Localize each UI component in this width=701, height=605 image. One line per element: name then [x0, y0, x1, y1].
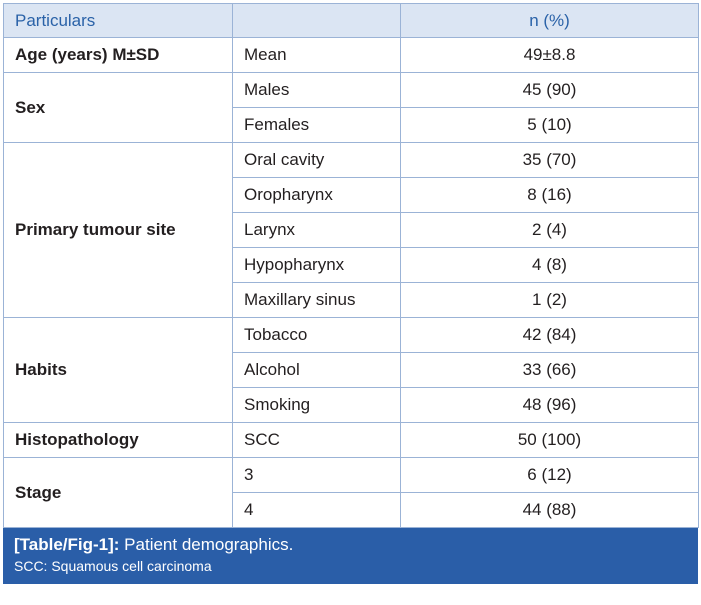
particular-sex: Sex	[3, 72, 233, 143]
value-cell: 50 (100)	[400, 422, 699, 458]
table-row: Maxillary sinus 1 (2)	[4, 282, 699, 318]
table-row: Histopathology SCC 50 (100)	[3, 422, 699, 458]
value-cell: 35 (70)	[400, 142, 699, 178]
subcategory-cell: Females	[232, 107, 401, 143]
demographics-table-figure: Particulars n (%) Age (years) M±SD Mean …	[3, 3, 699, 584]
table-row: Stage 3 6 (12)	[3, 457, 699, 528]
subcategory-cell: 3	[232, 457, 401, 493]
value-cell: 48 (96)	[400, 387, 699, 423]
header-particulars: Particulars	[3, 3, 233, 38]
table-row: Hypopharynx 4 (8)	[4, 247, 699, 283]
subcategory-cell: Mean	[232, 37, 401, 73]
table-row: Sex Males 45 (90)	[3, 72, 699, 143]
subcategory-cell: Maxillary sinus	[232, 282, 401, 318]
caption-footnote: SCC: Squamous cell carcinoma	[14, 558, 212, 574]
table-row: Larynx 2 (4)	[4, 212, 699, 248]
subcategory-cell: Males	[232, 72, 401, 108]
table-row: Females 5 (10)	[4, 107, 699, 143]
value-cell: 6 (12)	[400, 457, 699, 493]
table-caption: [Table/Fig-1]: Patient demographics. SCC…	[3, 528, 698, 584]
caption-title-line: [Table/Fig-1]: Patient demographics.	[14, 535, 687, 555]
subcategory-cell: Smoking	[232, 387, 401, 423]
value-cell: 8 (16)	[400, 177, 699, 213]
value-cell: 4 (8)	[400, 247, 699, 283]
table-row: Alcohol 33 (66)	[4, 352, 699, 388]
subcategory-cell: Oral cavity	[232, 142, 401, 178]
subcategory-cell: Tobacco	[232, 317, 401, 353]
subcategory-cell: Hypopharynx	[232, 247, 401, 283]
header-row: Particulars n (%)	[3, 3, 699, 38]
value-cell: 5 (10)	[400, 107, 699, 143]
subcategory-cell: SCC	[232, 422, 401, 458]
value-cell: 49±8.8	[400, 37, 699, 73]
table-row: Oropharynx 8 (16)	[4, 177, 699, 213]
demographics-table: Particulars n (%) Age (years) M±SD Mean …	[3, 3, 699, 528]
particular-histopathology: Histopathology	[3, 422, 233, 458]
subcategory-cell: Larynx	[232, 212, 401, 248]
subcategory-cell: 4	[232, 492, 401, 528]
table-row: Habits Tobacco 42 (84)	[3, 317, 699, 423]
table-row: 4 44 (88)	[4, 492, 699, 528]
value-cell: 1 (2)	[400, 282, 699, 318]
table-row: Age (years) M±SD Mean 49±8.8	[3, 37, 699, 73]
value-cell: 2 (4)	[400, 212, 699, 248]
header-n-percent: n (%)	[400, 3, 699, 38]
particular-age: Age (years) M±SD	[3, 37, 233, 73]
value-cell: 44 (88)	[400, 492, 699, 528]
subcategory-cell: Oropharynx	[232, 177, 401, 213]
table-row: Primary tumour site Oral cavity 35 (70)	[3, 142, 699, 318]
value-cell: 45 (90)	[400, 72, 699, 108]
caption-title: Patient demographics.	[119, 535, 294, 554]
particular-primary-tumour-site: Primary tumour site	[3, 142, 233, 318]
value-cell: 33 (66)	[400, 352, 699, 388]
caption-tag: [Table/Fig-1]:	[14, 535, 120, 554]
header-subcategory	[232, 3, 401, 38]
subcategory-cell: Alcohol	[232, 352, 401, 388]
particular-habits: Habits	[3, 317, 233, 423]
particular-stage: Stage	[3, 457, 233, 528]
value-cell: 42 (84)	[400, 317, 699, 353]
table-row: Smoking 48 (96)	[4, 387, 699, 423]
